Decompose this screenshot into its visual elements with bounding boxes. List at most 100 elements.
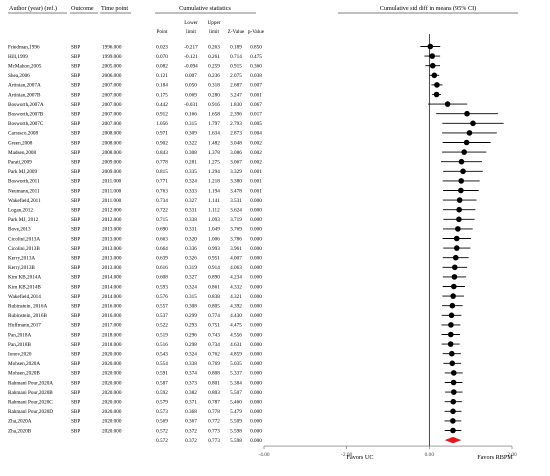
table-row: Wakefield,2011 SBP 2011.000 0.734 0.327 1.141… [8,197,262,204]
cell-study: Cicolini,2013B [8,246,40,252]
table-row: Parati,2009 SBP 2009.000 0.778 0.281 1.275 3.0… [8,160,262,166]
cell-point: 0.082 [156,64,168,70]
cell-time: 2008.000 [102,140,122,146]
cell-time: 2013.000 [102,227,122,233]
cell-upper: 0.914 [208,265,220,271]
cell-study: Pan,2018A [8,332,31,338]
cell-time: 2013.000 [102,265,122,271]
cell-lower: 0.371 [185,400,197,406]
point-marker [451,274,458,280]
cell-z: 2.075 [230,73,242,79]
cell-outcome: SBP [71,179,80,185]
cell-time: 2007.000 [102,83,122,89]
table-row: Kerry,2013A SBP 2013.000 0.639 0.326 0.951 4.0… [8,256,262,262]
cell-upper: 0.769 [208,361,220,367]
cell-point: 0.516 [156,342,168,348]
cell-z: 4.234 [230,275,242,281]
cell-point: 0.554 [156,361,168,367]
cell-p: 0.000 [250,227,262,233]
cell-lower: 0.333 [185,188,197,194]
cell-outcome: SBP [71,256,80,262]
cell-lower: 0.326 [185,256,197,262]
cell-point: 0.572 [156,428,168,434]
cell-lower: 0.166 [185,112,197,118]
cell-lower: 0.324 [185,352,197,358]
cell-upper: 1.006 [208,236,220,242]
cell-p: 0.000 [250,361,262,367]
cell-lower: 0.296 [185,332,197,338]
table-row: Cicolini,2013B SBP 2013.000 0.664 0.336 0.993… [8,246,262,252]
table-row: Pan,2018A SBP 2018.000 0.519 0.296 0.743 4.556… [8,332,262,338]
cell-z: 2.687 [230,83,242,89]
cell-z: 5.507 [230,390,242,396]
cell-p: 0.000 [250,256,262,262]
cell-lower: 0.338 [185,217,197,223]
point-marker [433,91,440,98]
cell-study: Mohsen,2020A [8,361,40,367]
cell-p: 0.000 [250,217,262,223]
cell-lower: 0.007 [185,73,197,79]
point-marker [434,82,440,88]
point-marker [458,187,464,194]
cell-lower: 0.372 [185,428,197,434]
cell-lower: -0.094 [184,64,198,70]
cell-upper: 1.194 [208,188,220,194]
header-cumulative-statistics: Cumulative statistics [179,5,231,12]
cell-upper: 0.280 [208,92,220,98]
cell-p: 0.007 [250,83,262,89]
cell-time: 2005.000 [102,64,122,70]
point-marker [451,389,457,395]
cell-time: 2011.000 [102,188,122,194]
cell-lower: 0.315 [185,121,197,127]
cell-point: 1.056 [156,121,168,127]
cell-z: 4.063 [230,265,242,271]
cell-p: 0.000 [250,236,262,242]
cell-outcome: SBP [71,44,80,50]
cell-time: 2007.000 [102,92,122,98]
cell-upper: 0.805 [208,304,220,310]
cell-time: 2020.000 [102,390,122,396]
cell-z: 4.007 [230,256,242,262]
table-row: Friedman,1996 SBP 1996.000 0.023 -0.217 0.263… [8,44,262,50]
cell-time: 2013.000 [102,256,122,262]
cell-upper: 1.218 [208,179,220,185]
cell-upper: 0.890 [208,275,220,281]
cell-outcome: SBP [71,169,80,175]
cell-p: 0.000 [250,198,262,204]
cell-point: 0.663 [156,236,168,242]
cell-p: 0.000 [250,390,262,396]
cell-upper: 0.259 [208,64,220,70]
cell-point: 0.639 [156,256,168,262]
table-row: Mohsen,2020A SBP 2020.000 0.554 0.338 0.769 5.… [8,361,262,367]
cell-study: Rahmani Pour,2020B [8,390,53,396]
cell-z: 3.086 [230,150,242,156]
cell-study: Friedman,1996 [8,44,40,50]
cell-point: 0.771 [156,179,168,185]
cell-outcome: SBP [71,102,80,108]
summary-row: 0.572 0.372 0.773 5.598 0.000 [156,438,262,444]
cell-study: Shea,2006 [8,73,30,79]
cell-time: 2014.000 [102,294,122,300]
cell-point: 0.442 [156,102,168,108]
x-tick-label: 0.00 [425,452,435,458]
point-marker [451,283,457,290]
cell-time: 2020.000 [102,400,122,406]
cell-study: Rahmani Pour,2020D [8,409,53,415]
cell-z: 0.714 [230,54,242,60]
table-row: Kim KB,2014B SBP 2014.000 0.593 0.324 0.861 4.… [8,284,262,290]
cell-study: Ionov,2020 [8,352,32,358]
cell-time: 2007.000 [102,102,122,108]
cell-study: Bosworth,2011 [8,179,40,185]
cell-outcome: SBP [71,112,80,118]
cell-p: 0.000 [250,342,262,348]
cell-outcome: SBP [71,121,80,127]
table-row: Rubinstein, 2016A SBP 2016.000 0.557 0.308 0.… [8,304,262,310]
cell-study: Bosworth,2007A [8,102,44,108]
cell-time: 2018.000 [102,342,122,348]
cell-point: 0.591 [156,371,168,377]
table-row: Rahmani Pour,2020B SBP 2020.000 0.592 0.382 0… [8,390,262,396]
point-marker [450,427,456,434]
cell-z: 3.961 [230,246,242,252]
cell-point: 0.579 [156,400,168,406]
